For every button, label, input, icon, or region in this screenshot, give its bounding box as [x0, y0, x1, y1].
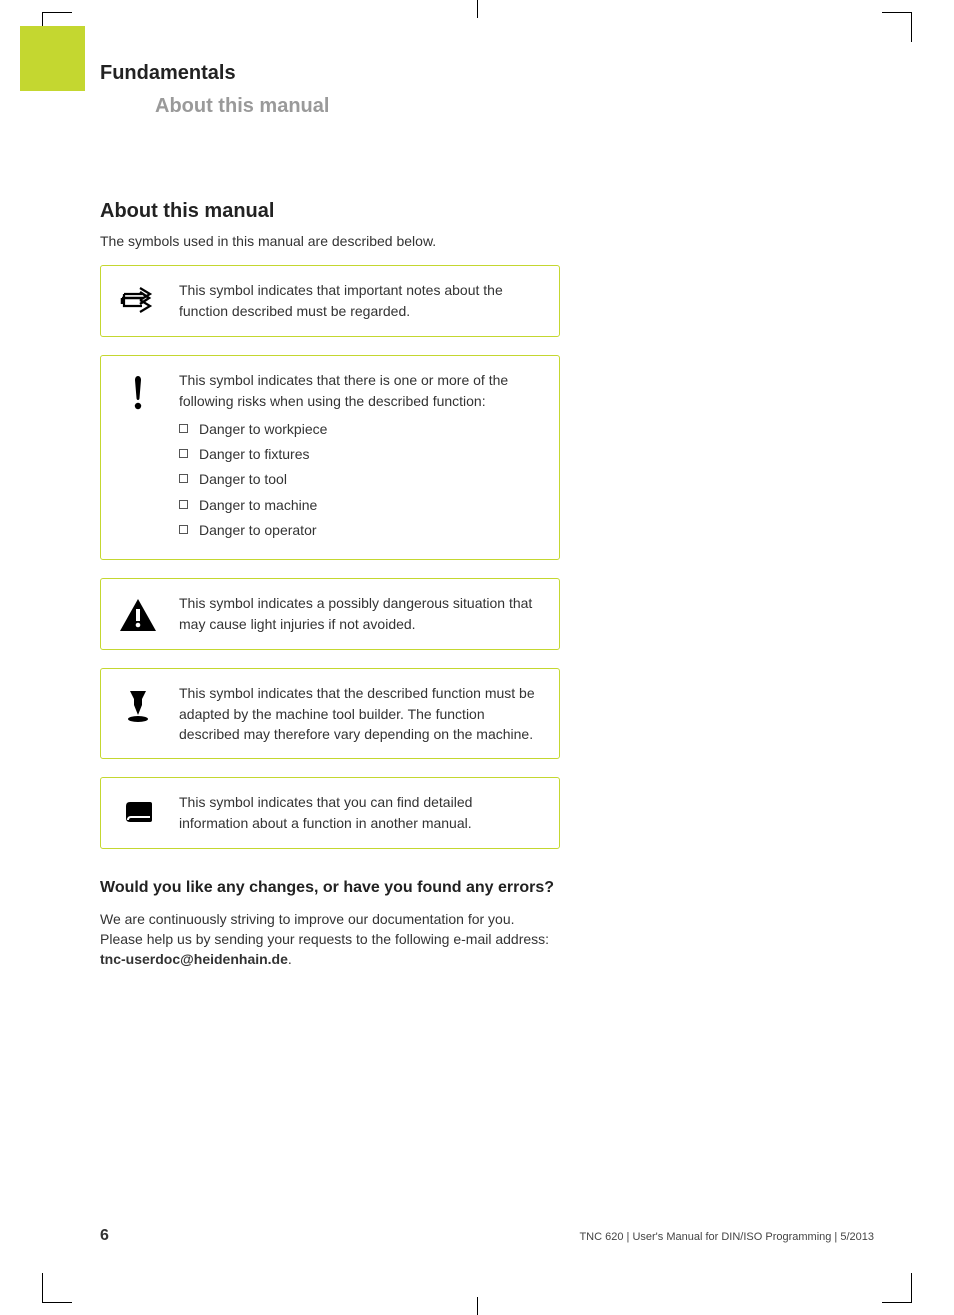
note-text-risk: This symbol indicates that there is one …	[179, 372, 508, 408]
risk-item: Danger to operator	[179, 520, 545, 540]
chapter-title: Fundamentals	[100, 62, 874, 85]
note-box-risk: This symbol indicates that there is one …	[100, 355, 560, 560]
page-header: Fundamentals About this manual	[100, 62, 874, 118]
section-heading: About this manual	[100, 200, 560, 223]
footer-doc-info: TNC 620 | User's Manual for DIN/ISO Prog…	[579, 1231, 874, 1243]
risk-item: Danger to machine	[179, 495, 545, 515]
risk-item: Danger to fixtures	[179, 444, 545, 464]
exclamation-icon	[115, 370, 161, 545]
crop-mark-tr	[882, 12, 912, 42]
feedback-heading: Would you like any changes, or have you …	[100, 877, 560, 899]
note-box-book: This symbol indicates that you can find …	[100, 777, 560, 849]
book-icon	[115, 792, 161, 834]
arrow-right-icon	[115, 280, 161, 322]
crop-mark-br	[882, 1273, 912, 1303]
section-title-header: About this manual	[155, 95, 874, 118]
feedback-text-after: .	[288, 951, 292, 967]
note-text-machine: This symbol indicates that the described…	[179, 683, 545, 744]
note-box-machine: This symbol indicates that the described…	[100, 668, 560, 759]
note-text-warning: This symbol indicates a possibly dangero…	[179, 593, 545, 635]
crop-mark-bl	[42, 1273, 72, 1303]
note-box-info: This symbol indicates that important not…	[100, 265, 560, 337]
note-text-info: This symbol indicates that important not…	[179, 280, 545, 322]
page-footer: 6 TNC 620 | User's Manual for DIN/ISO Pr…	[100, 1227, 874, 1245]
note-body-risk: This symbol indicates that there is one …	[179, 370, 545, 545]
feedback-text: We are continuously striving to improve …	[100, 909, 560, 970]
crop-tick-top	[477, 0, 478, 18]
machine-tool-icon	[115, 683, 161, 744]
risk-list: Danger to workpiece Danger to fixtures D…	[179, 419, 545, 540]
accent-square	[20, 26, 85, 91]
note-text-book: This symbol indicates that you can find …	[179, 792, 545, 834]
feedback-email: tnc-userdoc@heidenhain.de	[100, 951, 288, 967]
note-box-warning: This symbol indicates a possibly dangero…	[100, 578, 560, 650]
warning-triangle-icon	[115, 593, 161, 635]
main-content: About this manual The symbols used in th…	[100, 200, 560, 984]
section-intro: The symbols used in this manual are desc…	[100, 231, 560, 251]
risk-item: Danger to tool	[179, 469, 545, 489]
feedback-text-before: We are continuously striving to improve …	[100, 911, 549, 947]
crop-tick-bottom	[477, 1297, 478, 1315]
risk-item: Danger to workpiece	[179, 419, 545, 439]
page-number: 6	[100, 1227, 109, 1245]
